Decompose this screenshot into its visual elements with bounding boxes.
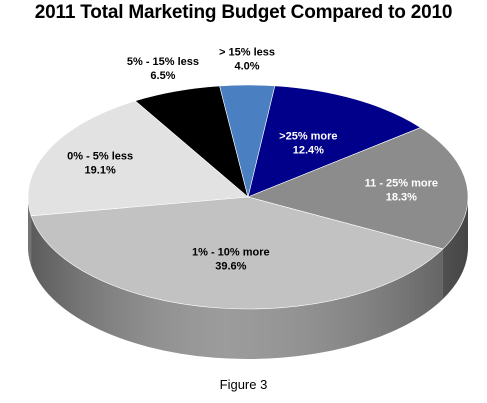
slice-25-more	[247, 85, 422, 198]
pie-top	[27, 84, 469, 310]
slice-value-15-less: 4.0%	[234, 60, 259, 72]
slice-label-1-10-more: 1% - 10% more	[192, 246, 270, 258]
pie-side-shading	[28, 197, 468, 359]
slice-value-5-15-less: 6.5%	[150, 70, 175, 82]
slice-label-5-15-less: 5% - 15% less	[127, 56, 199, 68]
slice-value-25-more: 12.4%	[293, 144, 324, 156]
slice-value-0-5-less: 19.1%	[85, 164, 116, 176]
slice-label-11-25-more: 11 - 25% more	[365, 178, 438, 190]
slice-label-0-5-less: 0% - 5% less	[67, 150, 133, 162]
slice-label-15-less: > 15% less	[219, 46, 275, 58]
slice-15-less	[219, 84, 276, 198]
slice-1-10-more	[30, 196, 444, 310]
figure-caption: Figure 3	[219, 377, 268, 392]
slice-0-5-less	[27, 100, 249, 217]
chart-title: 2011 Total Marketing Budget Compared to …	[34, 2, 453, 23]
slice-label-25-more: >25% more	[279, 130, 337, 142]
slice-11-25-more	[247, 127, 469, 250]
pie-labels: >25% more 12.4% 11 - 25% more 18.3% 1% - 10%…	[67, 46, 438, 272]
slice-value-11-25-more: 18.3%	[386, 192, 417, 204]
slice-value-1-10-more: 39.6%	[215, 260, 246, 272]
